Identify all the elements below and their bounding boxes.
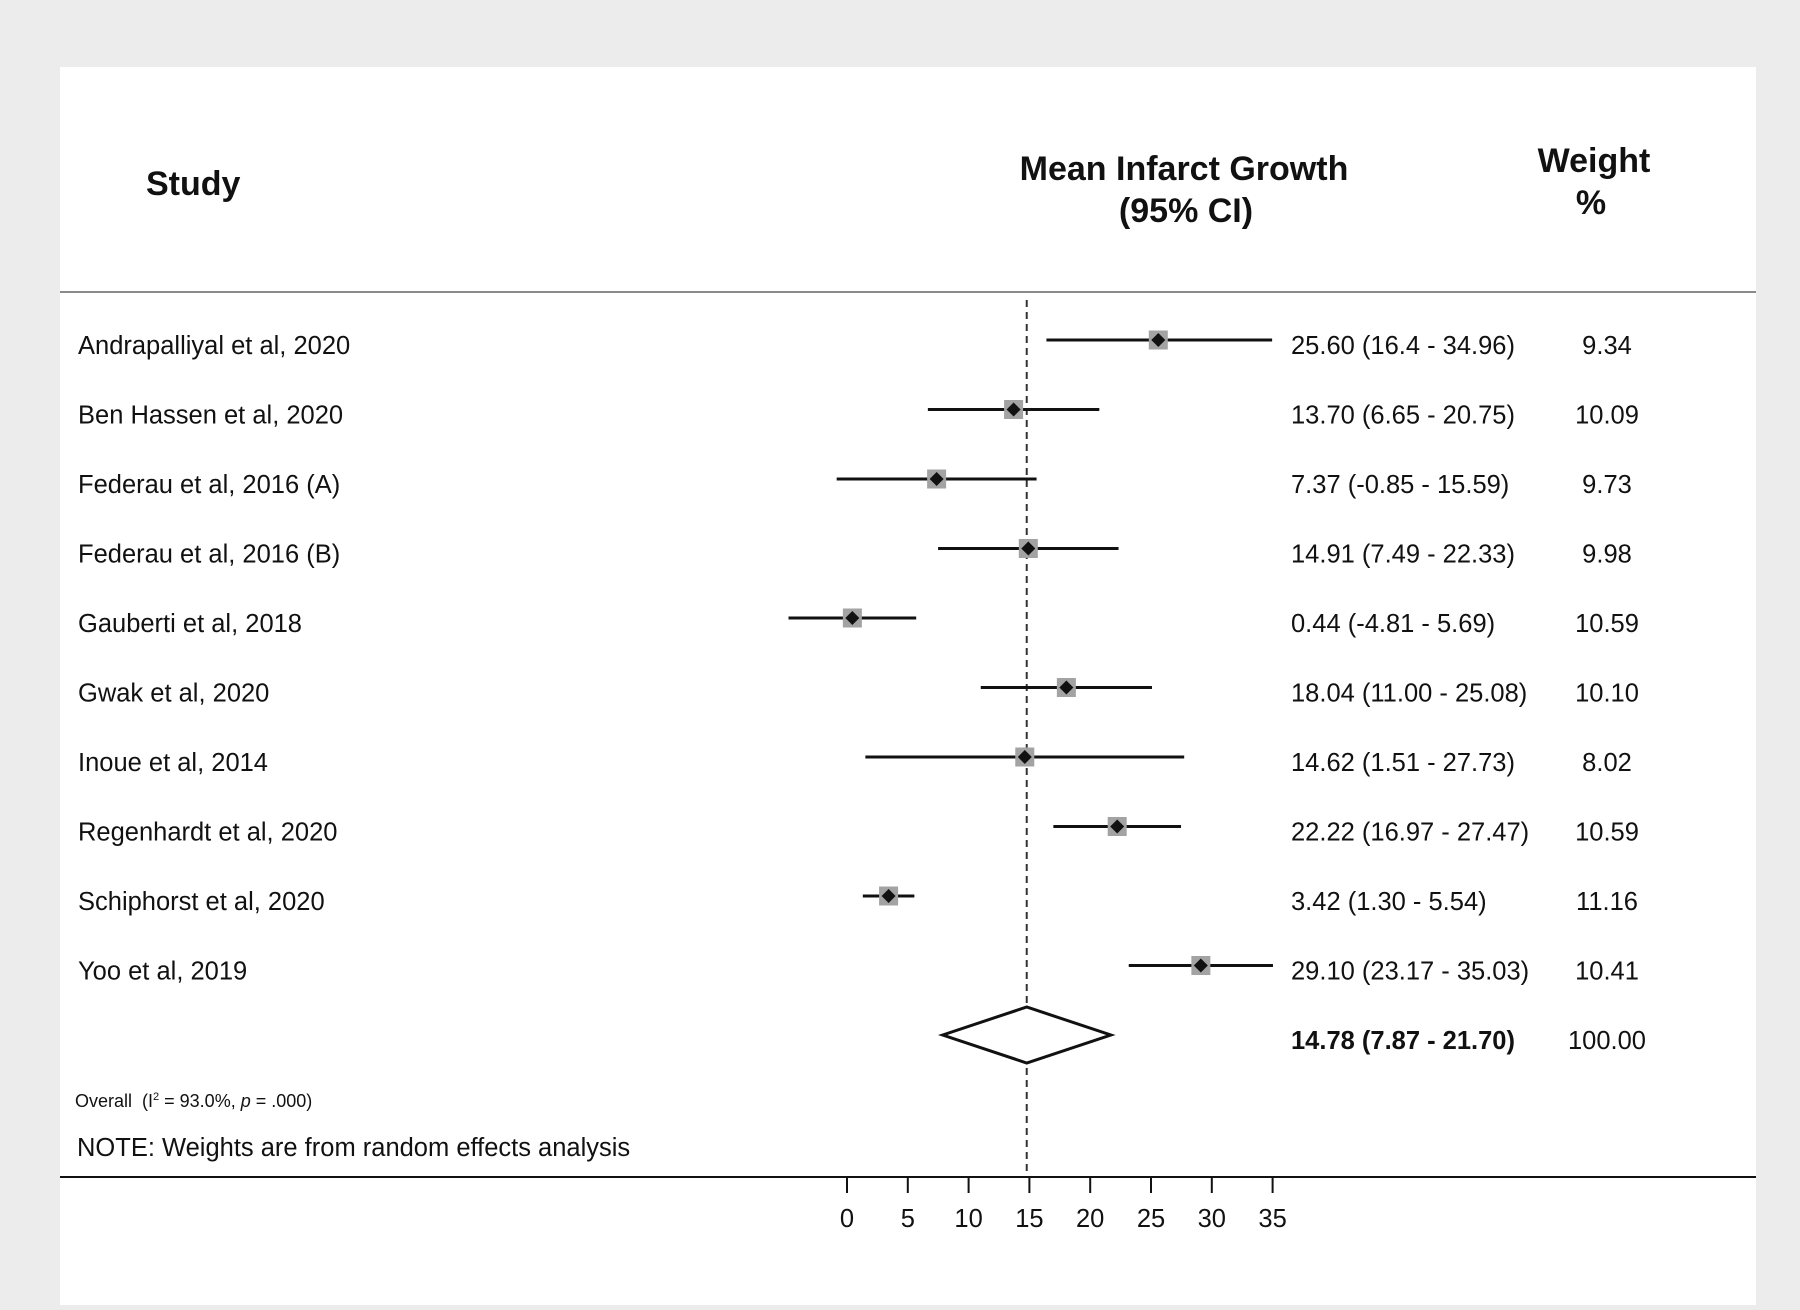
forest-marks xyxy=(788,300,1273,1177)
i2-superscript: 2 xyxy=(153,1091,159,1103)
study-name: Schiphorst et al, 2020 xyxy=(78,888,325,916)
overall-diamond xyxy=(937,1005,1116,1065)
study-name: Andrapalliyal et al, 2020 xyxy=(78,332,350,360)
i2-value: = 93.0%, xyxy=(159,1091,241,1111)
x-tick-label: 10 xyxy=(954,1205,982,1233)
study-name: Regenhardt et al, 2020 xyxy=(78,819,337,847)
overall-label: Overall xyxy=(75,1091,132,1111)
study-name: Gauberti et al, 2018 xyxy=(78,610,302,638)
study-ci-text: 29.10 (23.17 - 35.03) xyxy=(1291,958,1529,986)
estimate-column-header-line2: (95% CI) xyxy=(1119,192,1253,230)
study-name: Inoue et al, 2014 xyxy=(78,749,268,777)
point-estimate xyxy=(1110,819,1125,834)
study-weight: 10.41 xyxy=(1575,958,1639,986)
study-name: Gwak et al, 2020 xyxy=(78,680,269,708)
study-weight: 10.10 xyxy=(1575,680,1639,708)
forest-plot: Study Mean Infarct Growth (95% CI) Weigh… xyxy=(60,142,1756,1233)
study-ci-text: 18.04 (11.00 - 25.08) xyxy=(1291,680,1527,708)
p-label: p xyxy=(240,1091,251,1111)
x-axis: 0 5 10 15 20 25 30 35 xyxy=(840,1176,1287,1233)
i2-prefix: (I xyxy=(142,1091,153,1111)
study-name: Federau et al, 2016 (B) xyxy=(78,541,340,569)
x-tick-label: 30 xyxy=(1198,1205,1226,1233)
x-tick-label: 25 xyxy=(1137,1205,1165,1233)
point-estimate xyxy=(1059,680,1074,695)
study-ci-text: 0.44 (-4.81 - 5.69) xyxy=(1291,610,1495,638)
study-rows: Andrapalliyal et al, 2020 25.60 (16.4 - 3… xyxy=(78,332,1646,1055)
point-estimate xyxy=(1017,750,1032,764)
overall-weight: 100.00 xyxy=(1568,1027,1646,1055)
study-ci-text: 25.60 (16.4 - 34.96) xyxy=(1291,332,1515,360)
p-value: = .000) xyxy=(251,1091,313,1111)
point-estimate xyxy=(1021,541,1036,556)
study-weight: 8.02 xyxy=(1582,749,1632,777)
study-weight: 9.73 xyxy=(1582,471,1632,499)
study-column-header: Study xyxy=(146,165,241,203)
x-tick-label: 5 xyxy=(901,1205,915,1233)
overall-ci-text: 14.78 (7.87 - 21.70) xyxy=(1291,1027,1515,1055)
point-estimate xyxy=(1151,333,1166,347)
study-ci-text: 14.91 (7.49 - 22.33) xyxy=(1291,541,1515,569)
point-estimate xyxy=(1193,958,1208,973)
study-name: Federau et al, 2016 (A) xyxy=(78,471,340,499)
point-estimate xyxy=(881,889,896,903)
point-estimate xyxy=(1006,402,1021,417)
weight-column-header-line2: % xyxy=(1576,184,1606,222)
x-tick-label: 0 xyxy=(840,1205,854,1233)
weights-note: NOTE: Weights are from random effects an… xyxy=(77,1134,630,1162)
point-estimate xyxy=(845,611,860,625)
study-ci-text: 13.70 (6.65 - 20.75) xyxy=(1291,402,1515,430)
point-estimate xyxy=(929,472,944,486)
estimate-column-header-line1: Mean Infarct Growth xyxy=(1020,150,1349,188)
study-ci-text: 3.42 (1.30 - 5.54) xyxy=(1291,888,1487,916)
forest-plot-panel: Study Mean Infarct Growth (95% CI) Weigh… xyxy=(60,67,1756,1305)
study-weight: 10.59 xyxy=(1575,819,1639,847)
study-weight: 10.59 xyxy=(1575,610,1639,638)
study-name: Ben Hassen et al, 2020 xyxy=(78,402,343,430)
weight-column-header-line1: Weight xyxy=(1538,142,1651,180)
study-ci-text: 14.62 (1.51 - 27.73) xyxy=(1291,749,1515,777)
study-weight: 9.34 xyxy=(1582,332,1632,360)
study-weight: 9.98 xyxy=(1582,541,1632,569)
study-name: Yoo et al, 2019 xyxy=(78,958,247,986)
study-weight: 11.16 xyxy=(1576,888,1638,916)
study-weight: 10.09 xyxy=(1575,402,1639,430)
x-tick-label: 35 xyxy=(1258,1205,1286,1233)
study-ci-text: 7.37 (-0.85 - 15.59) xyxy=(1291,471,1509,499)
overall-heterogeneity: Overall (I2 = 93.0%, p = .000) xyxy=(75,1091,312,1111)
x-tick-label: 20 xyxy=(1076,1205,1104,1233)
study-ci-text: 22.22 (16.97 - 27.47) xyxy=(1291,819,1529,847)
x-tick-label: 15 xyxy=(1015,1205,1043,1233)
